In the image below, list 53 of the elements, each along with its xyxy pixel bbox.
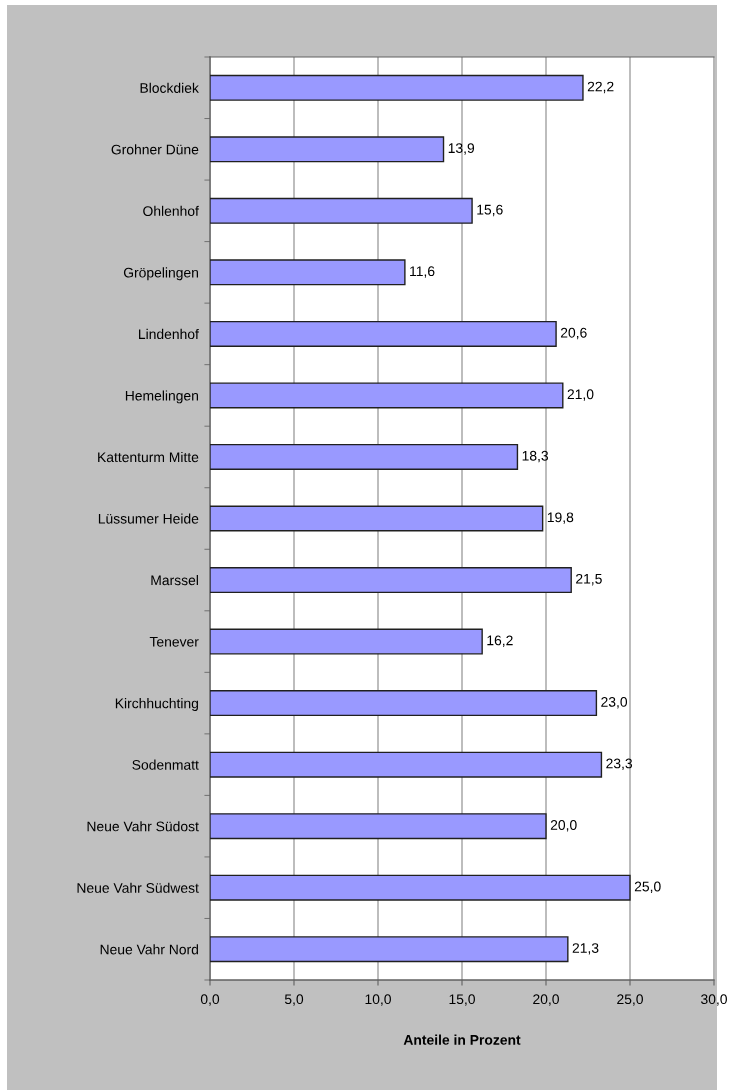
- data-label: 22,2: [587, 81, 614, 94]
- bar: [210, 567, 572, 594]
- y-tick-label: Kattenturm Mitte: [98, 451, 199, 463]
- y-tick-label: Blockdiek: [140, 82, 199, 93]
- bar: [210, 259, 406, 286]
- x-tick-label: 20,0: [533, 994, 559, 1006]
- y-tick-label: Lüssumer Heide: [98, 513, 199, 524]
- data-label: 18,3: [522, 450, 549, 463]
- bar: [210, 74, 584, 101]
- x-tick-label: 10,0: [365, 994, 391, 1006]
- data-label: 15,6: [477, 204, 503, 217]
- data-label: 13,9: [448, 143, 475, 155]
- bar: [210, 813, 547, 840]
- data-label: 21,5: [576, 573, 602, 586]
- bar: [210, 751, 603, 778]
- bar: [210, 136, 445, 163]
- data-label: 20,6: [560, 327, 587, 340]
- y-tick-label: Neue Vahr Südost: [87, 821, 199, 832]
- x-tick-label: 30,0: [701, 994, 727, 1006]
- data-label: 21,3: [572, 943, 599, 955]
- data-label: 19,8: [547, 512, 574, 524]
- bar: [210, 197, 473, 224]
- bar: [210, 382, 564, 409]
- x-tick-label: 15,0: [449, 994, 475, 1006]
- y-tick-label: Hemelingen: [125, 390, 198, 404]
- data-label: 23,0: [601, 696, 628, 709]
- data-label: 23,3: [606, 758, 633, 770]
- y-tick-label: Gröpelingen: [123, 267, 198, 281]
- y-tick-label: Marssel: [151, 575, 198, 586]
- x-axis-title: Anteile in Prozent: [403, 1034, 521, 1045]
- data-label: 20,0: [550, 820, 577, 832]
- bar: [210, 443, 519, 470]
- y-tick-label: Sodenmatt: [132, 759, 199, 770]
- bar: [210, 936, 569, 963]
- y-tick-label: Lindenhof: [139, 328, 199, 340]
- x-tick-label: 5,0: [284, 994, 304, 1006]
- bar: [210, 320, 557, 347]
- data-label: 25,0: [634, 881, 661, 894]
- y-tick-label: Ohlenhof: [143, 205, 199, 216]
- x-tick-label: 25,0: [617, 994, 643, 1006]
- y-tick-label: Grohner Düne: [111, 144, 199, 155]
- data-label: 21,0: [567, 389, 594, 401]
- bar: [210, 690, 598, 717]
- x-tick-label: 0,0: [200, 994, 220, 1006]
- y-tick-label: Neue Vahr Nord: [100, 944, 198, 955]
- data-label: 16,2: [487, 635, 513, 647]
- data-label: 11,6: [410, 266, 435, 278]
- bar: [210, 874, 631, 901]
- y-tick-label: Tenever: [149, 637, 199, 647]
- y-tick-label: Neue Vahr Südwest: [77, 882, 199, 893]
- bar: [210, 628, 483, 655]
- y-tick-label: Kirchhuchting: [115, 698, 198, 712]
- bar: [210, 505, 544, 532]
